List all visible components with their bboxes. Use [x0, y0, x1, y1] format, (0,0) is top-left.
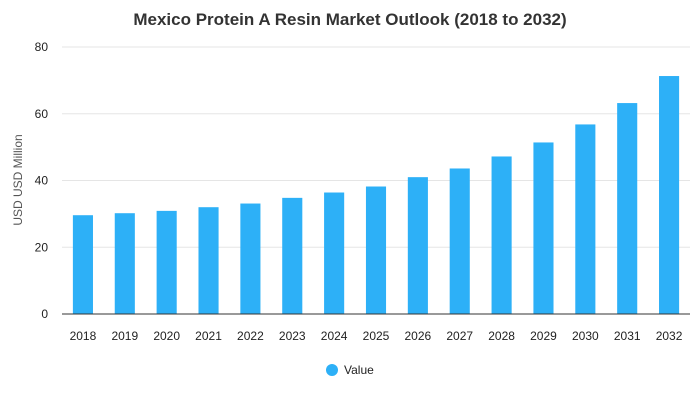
- x-tick-label: 2019: [111, 329, 138, 343]
- bar-2022[interactable]: [240, 203, 261, 314]
- y-axis-label: USD USD Million: [11, 134, 25, 225]
- bars: [72, 76, 680, 315]
- y-tick-label: 0: [41, 307, 48, 321]
- y-tick-label: 40: [35, 174, 49, 188]
- legend[interactable]: Value: [326, 363, 374, 377]
- x-tick-label: 2031: [614, 329, 641, 343]
- x-tick-label: 2020: [153, 329, 180, 343]
- x-tick-label: 2018: [70, 329, 97, 343]
- x-tick-label: 2028: [488, 329, 515, 343]
- x-tick-label: 2030: [572, 329, 599, 343]
- chart-title: Mexico Protein A Resin Market Outlook (2…: [133, 10, 566, 29]
- y-tick-label: 20: [35, 240, 49, 254]
- bar-2023[interactable]: [282, 197, 303, 314]
- y-axis-ticks: 0 20 40 60 80: [35, 40, 49, 321]
- legend-swatch-value: [326, 364, 338, 376]
- x-tick-label: 2026: [405, 329, 432, 343]
- x-tick-label: 2027: [446, 329, 473, 343]
- bar-2028[interactable]: [491, 156, 512, 314]
- bar-2021[interactable]: [198, 207, 219, 314]
- bar-2029[interactable]: [533, 142, 554, 314]
- x-tick-label: 2022: [237, 329, 264, 343]
- x-tick-label: 2032: [656, 329, 683, 343]
- bar-2032[interactable]: [659, 76, 680, 314]
- legend-label-value: Value: [344, 363, 374, 377]
- bar-2031[interactable]: [617, 103, 638, 314]
- x-tick-label: 2024: [321, 329, 348, 343]
- y-tick-label: 80: [35, 40, 49, 54]
- bar-2025[interactable]: [365, 186, 387, 314]
- bar-2020[interactable]: [156, 210, 177, 314]
- bar-2019[interactable]: [114, 213, 135, 314]
- bar-2024[interactable]: [324, 192, 345, 314]
- x-axis-ticks: 2018 2019 2020 2021 2022 2023 2024 2025 2026 2027…: [70, 329, 683, 343]
- x-tick-label: 2023: [279, 329, 306, 343]
- x-tick-label: 2029: [530, 329, 557, 343]
- bar-2030[interactable]: [575, 124, 596, 315]
- y-tick-label: 60: [35, 107, 49, 121]
- bar-2018[interactable]: [72, 215, 93, 314]
- bar-2026[interactable]: [407, 177, 428, 314]
- x-tick-label: 2021: [195, 329, 222, 343]
- bar-2027[interactable]: [449, 168, 470, 314]
- x-tick-label: 2025: [363, 329, 390, 343]
